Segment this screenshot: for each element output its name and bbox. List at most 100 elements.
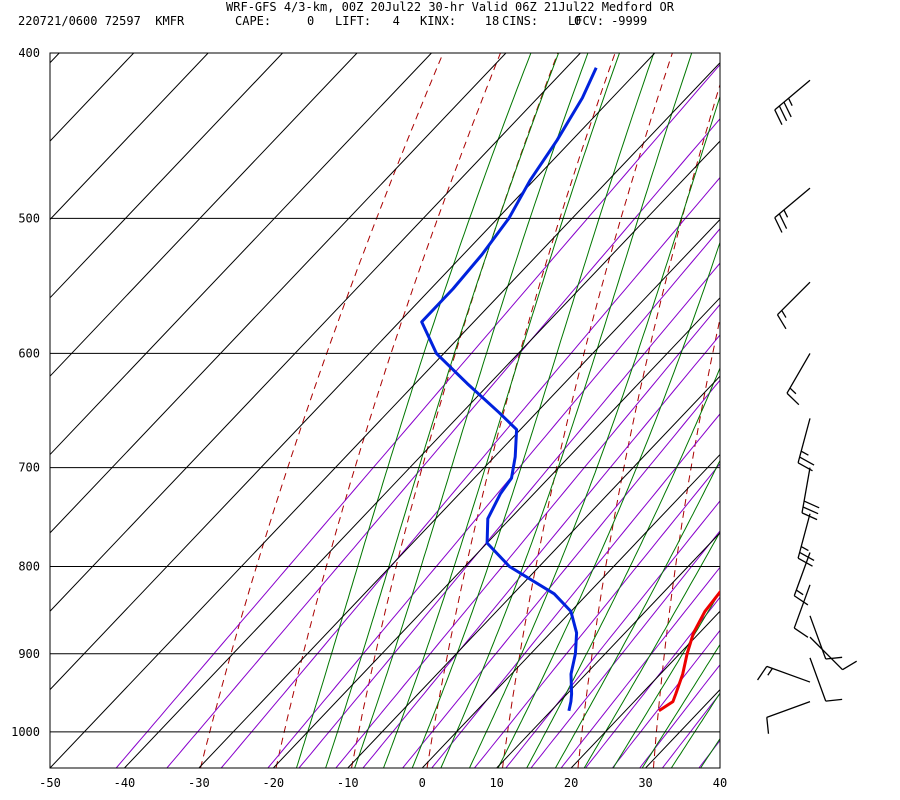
dry-adiabat-line (200, 53, 444, 768)
wind-barb-half-feather (795, 589, 804, 596)
mixing-ratio-line (115, 63, 720, 768)
mixing-ratio-line (298, 262, 720, 768)
wind-barb-feather (793, 595, 809, 606)
x-tick-label: -50 (39, 776, 61, 790)
isotherm-line (421, 453, 720, 768)
x-tick-label: -10 (337, 776, 359, 790)
wind-barb-half-feather (800, 546, 809, 552)
isotherm-line (198, 218, 720, 768)
dry-adiabat-line (729, 53, 844, 768)
wind-barb-feather (774, 217, 783, 233)
index-value: 18 (485, 14, 499, 28)
moist-adiabat-line (641, 643, 720, 768)
y-tick-label: 500 (18, 211, 40, 225)
index-value: -9999 (611, 14, 647, 28)
wind-barb-feather (776, 314, 787, 330)
mixing-ratio-line (612, 629, 720, 768)
wind-barb (809, 636, 858, 671)
moist-adiabat-line (383, 53, 620, 768)
chart-title: WRF-GFS 4/3-km, 00Z 20Jul22 30-hr Valid … (226, 0, 675, 14)
isotherm-line (50, 53, 581, 613)
wind-barb-shaft (766, 665, 811, 683)
mixing-ratio-line (505, 500, 720, 768)
wind-barb (757, 665, 811, 683)
wind-barb-feather (825, 656, 843, 660)
wind-barb-feather (803, 500, 820, 509)
wind-barb-feather (793, 627, 809, 638)
wind-barb-shaft (774, 187, 811, 219)
wind-barb (774, 187, 811, 233)
isotherm-line (50, 53, 358, 377)
mixing-ratio-line (530, 530, 720, 768)
isotherm-line (50, 53, 656, 691)
wind-barb-feather (797, 557, 813, 567)
isotherm-line (496, 532, 720, 768)
wind-barb (793, 584, 811, 638)
y-tick-label: 700 (18, 461, 40, 475)
x-tick-label: 10 (489, 776, 503, 790)
wind-barb-feather (778, 213, 788, 229)
x-tick-label: -20 (262, 776, 284, 790)
index-label: CAPE: (235, 14, 271, 28)
wind-barb-feather (774, 109, 783, 125)
isotherm-line (124, 140, 720, 768)
wind-barbs (757, 79, 858, 734)
sounding-profiles (420, 67, 720, 713)
mixing-ratio-line (362, 334, 720, 768)
y-tick-label: 400 (18, 46, 40, 60)
wind-barb-half-feather (787, 97, 793, 106)
mixing-ratio-line (560, 566, 720, 768)
wind-barb (793, 552, 811, 606)
wind-barb-feather (757, 665, 768, 681)
wind-barb-shaft (766, 700, 811, 718)
index-label: CINS: (502, 14, 538, 28)
index-label: KINX: (420, 14, 456, 28)
x-tick-label: -30 (188, 776, 210, 790)
mixing-ratio-line (267, 227, 720, 768)
wind-barb (797, 418, 815, 472)
dry-adiabat-line (880, 53, 900, 768)
mixing-ratio-line (698, 739, 720, 768)
wind-barb-half-feather (767, 668, 773, 676)
wind-barb (809, 615, 843, 660)
dry-adiabat-line (804, 53, 900, 768)
wind-barb-feather (786, 392, 800, 406)
x-tick-label: -40 (114, 776, 136, 790)
wind-barb-shaft (801, 467, 811, 514)
wind-barb-shaft (797, 513, 811, 559)
wind-barb (786, 353, 811, 406)
mixing-ratio-line (662, 692, 720, 768)
moist-adiabat-line (700, 737, 720, 768)
wind-barb (809, 657, 843, 702)
index-value: 0 (574, 14, 581, 28)
wind-barb (776, 281, 811, 330)
mixing-ratio-line (166, 118, 720, 768)
wind-barb (797, 513, 815, 567)
wind-barb-shaft (774, 79, 811, 111)
index-value: 4 (393, 14, 400, 28)
wind-barb-feather (766, 717, 770, 734)
index-value: 0 (307, 14, 314, 28)
y-tick-label: 1000 (11, 725, 40, 739)
isotherm-line (645, 688, 720, 768)
isotherm-line (50, 53, 283, 299)
dry-adiabat-line (426, 53, 616, 768)
wind-barb (774, 79, 811, 125)
isotherm-line (719, 767, 720, 768)
wind-barb-shaft (786, 353, 811, 394)
wind-barb-feather (783, 101, 792, 118)
y-tick-label: 900 (18, 647, 40, 661)
wind-barb-shaft (809, 657, 827, 702)
wind-barb-feather (842, 660, 858, 671)
wind-barb-feather (799, 551, 815, 561)
index-label: LIFT: (335, 14, 371, 28)
axis-ticks: 400 500 600 700 800 900 1000 -50 -40 -30 -20 -10 0 10… (11, 46, 727, 790)
wind-barb-feather (799, 456, 815, 466)
wind-barb-half-feather (781, 310, 787, 318)
wind-barb-shaft (809, 636, 843, 671)
y-tick-label: 600 (18, 346, 40, 360)
isotherm-line (272, 297, 720, 768)
wind-barb-shaft (797, 418, 811, 463)
